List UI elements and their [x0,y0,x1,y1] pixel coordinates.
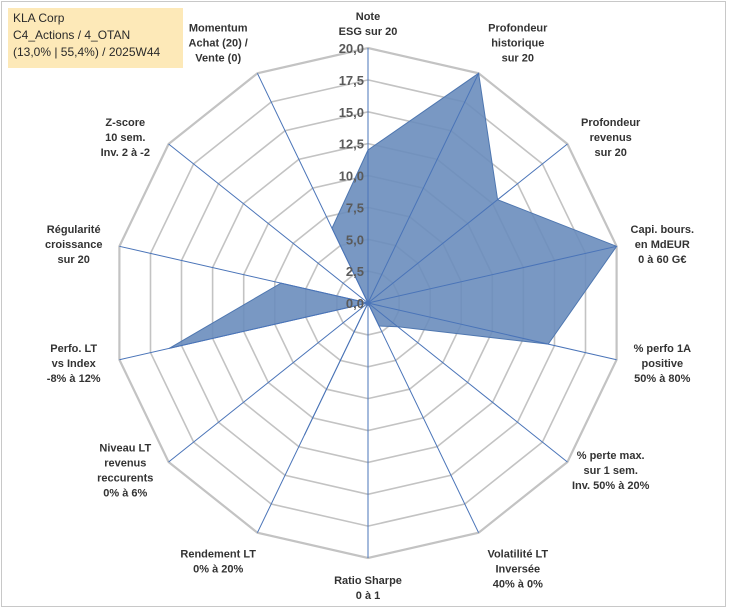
spoke-4 [367,302,617,361]
tick-label-3: 7,5 [346,200,364,215]
axis-label-1: Profondeur historique sur 20 [488,22,548,64]
company-name: KLA Corp [13,11,65,25]
spoke-1 [367,73,480,304]
tick-label-4: 10,0 [339,169,364,184]
portfolio-label: C4_Actions / 4_OTAN [13,28,131,42]
tick-label-1: 2,5 [346,264,364,279]
axis-label-0: Note ESG sur 20 [339,11,398,38]
axis-label-10: Perfo. LT vs Index -8% à 12% [47,343,101,385]
spoke-5 [367,302,568,463]
tick-label-6: 15,0 [339,105,364,120]
spoke-8 [256,302,369,533]
tick-label-7: 17,5 [339,73,364,88]
axis-label-9: Niveau LT revenus reccurents 0% à 6% [97,443,153,500]
axis-label-2: Profondeur revenus sur 20 [581,117,641,159]
series-area-0 [168,72,618,436]
spoke-2 [367,143,568,304]
info-box: KLA Corp C4_Actions / 4_OTAN (13,0% | 55… [8,8,183,68]
axis-label-7: Ratio Sharpe 0 à 1 [334,575,402,602]
axis-labels: Note ESG sur 20 Profondeur historique sur 20… [45,11,694,602]
spoke-12 [168,143,369,304]
spoke-10 [119,302,369,361]
tick-label-2: 5,0 [346,232,364,247]
spoke-6 [367,302,480,533]
axis-label-13: Momentum Achat (20) / Vente (0) [189,22,248,64]
tick-label-8: 20,0 [339,41,364,56]
axis-label-8: Rendement LT 0% à 20% [180,549,256,576]
stats-label: (13,0% | 55,4%) / 2025W44 [13,45,161,59]
axis-label-11: Régularité croissance sur 20 [45,224,102,266]
spoke-13 [256,73,369,304]
axis-label-12: Z-score 10 sem. Inv. 2 à -2 [101,117,150,159]
spoke-11 [119,245,369,304]
axis-label-3: Capi. bours. en MdEUR 0 à 60 G€ [631,224,695,266]
axis-label-5: % perte max. sur 1 sem. Inv. 50% à 20% [572,450,650,492]
axis-label-6: Volatilité LT Inversée 40% à 0% [487,549,548,591]
spoke-3 [367,245,617,304]
tick-label-5: 12,5 [339,137,364,152]
tick-label-0: 0,0 [346,296,364,311]
radial-tick-labels: 0,0 2,5 5,0 7,5 10,0 12,5 15,0 17,5 20,0 [339,41,364,311]
spoke-9 [168,302,369,463]
series-layer [168,72,618,436]
radar-spokes [119,48,617,558]
axis-label-4: % perfo 1A positive 50% à 80% [634,343,692,385]
